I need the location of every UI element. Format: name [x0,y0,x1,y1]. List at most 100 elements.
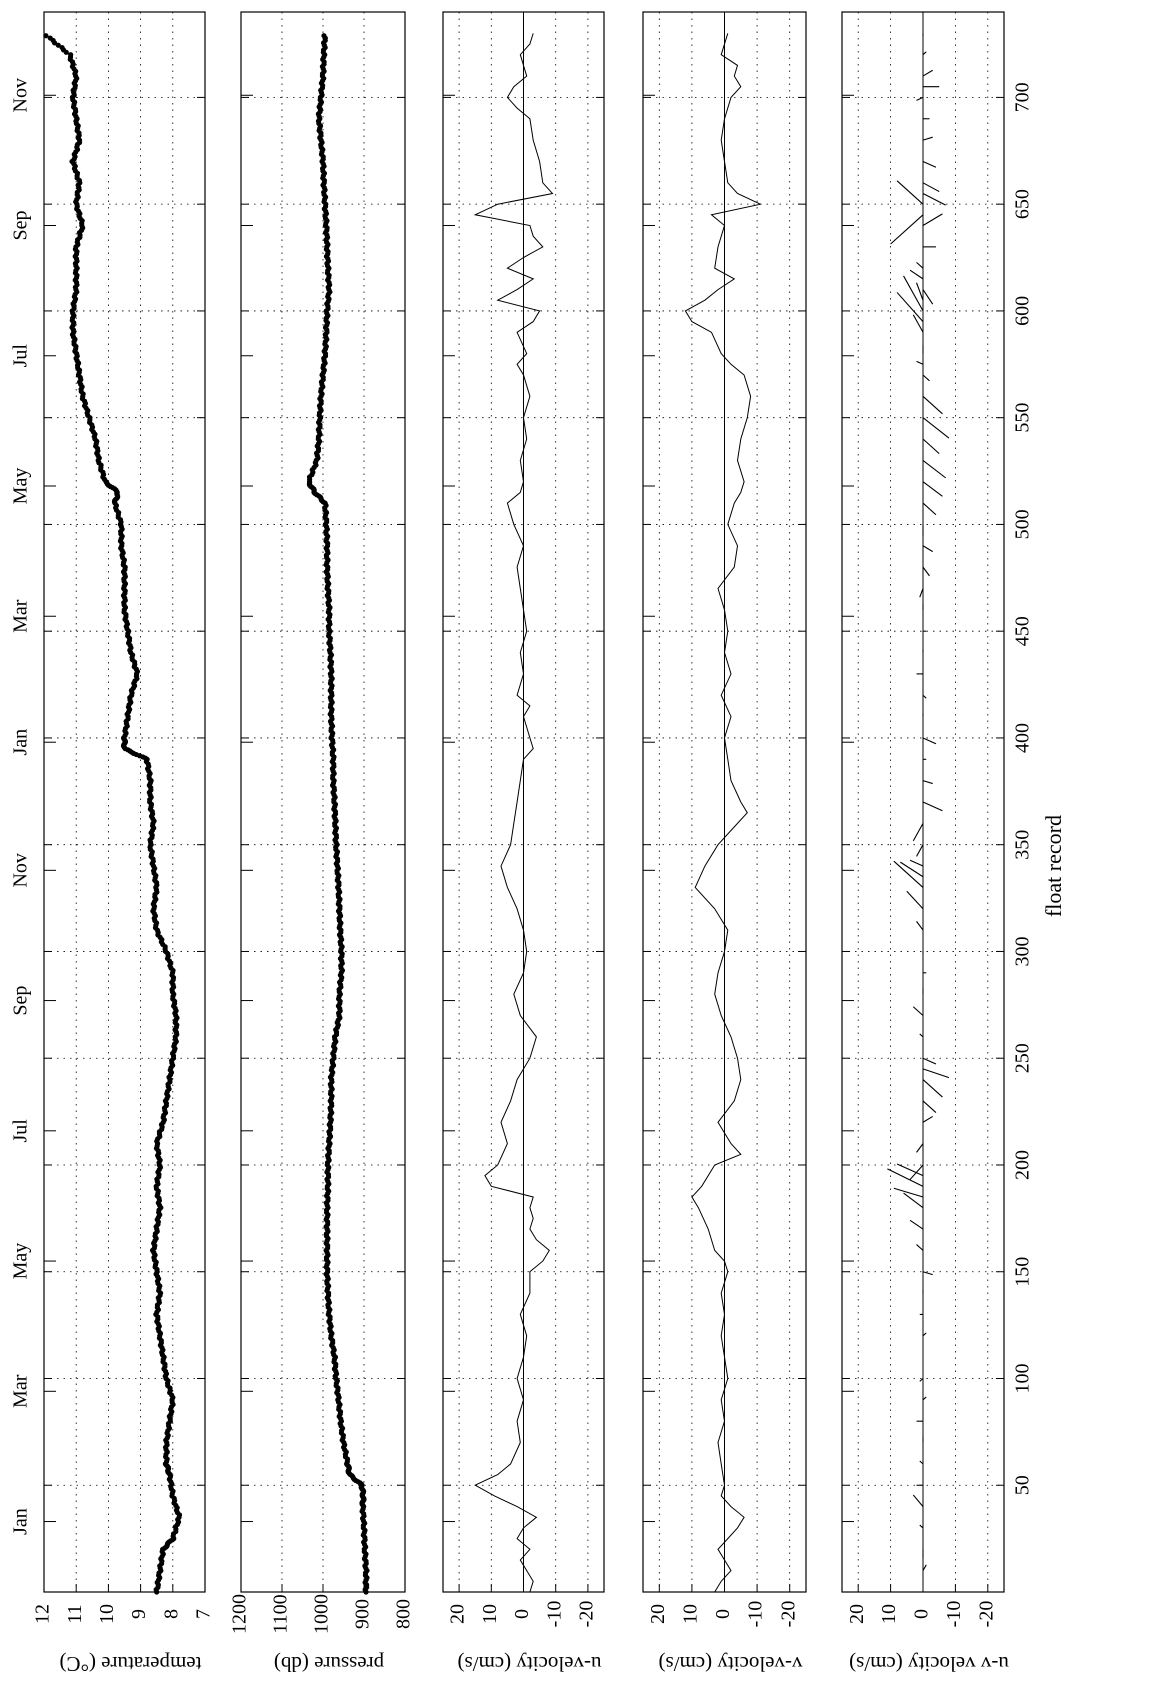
stick-vector [922,566,930,577]
stick-vector [922,1115,934,1123]
value-tick-label: 11 [64,1604,86,1623]
series-line [684,33,762,1593]
stick-vector [893,860,924,888]
stick-vector [922,545,934,553]
value-tick-label: 1100 [270,1594,292,1633]
stick-vector [922,1564,927,1571]
month-label: Jan [10,729,32,756]
stick-vector [922,213,943,226]
stick-vector [922,737,937,745]
stick-vector [922,481,943,497]
panel-1: 7 89 10 11 12 temperature (°C) [32,11,215,1676]
value-tick-label: 1200 [229,1594,251,1634]
axis-label: v-velocity (cm/s) [658,1652,802,1676]
record-tick-label: 50 [1012,1475,1034,1495]
stick-vector [922,51,927,56]
axis-label: u-v velocity (cm/s) [849,1652,1009,1676]
record-tick-label: 250 [1012,1043,1034,1073]
stick-vector [922,1079,943,1098]
data-point [68,52,74,58]
stick-vector [922,780,933,785]
record-tick-label: 600 [1012,296,1034,326]
month-label: Nov [10,78,32,112]
stick-vector [922,417,950,439]
month-label: May [10,1243,32,1280]
axis-label: temperature (°C) [60,1652,202,1676]
stick-vector [896,292,924,322]
stick-vector [916,844,924,857]
value-tick-label: 7 [193,1609,215,1619]
stick-vector [922,395,943,415]
stick-vector [909,1164,924,1180]
value-tick-label: 800 [393,1599,415,1629]
record-tick-label: 450 [1012,616,1034,646]
stick-vector [919,1460,924,1465]
stick-vector [916,96,924,101]
stick-vector [916,261,924,269]
panel-4: -20 -10 0 10 20 v-velocity (cm/s) [642,11,807,1676]
value-tick-label: 10 [96,1604,118,1624]
value-tick-label: -10 [943,1601,965,1628]
data-point [55,42,61,48]
stick-vector [890,214,924,245]
stick-vector [919,1524,924,1529]
axis-label: u-velocity (cm/s) [457,1652,601,1676]
month-label: Jan [10,1508,32,1535]
value-tick-label: 10 [878,1604,900,1624]
month-label: Mar [10,599,32,633]
stick-vector [900,861,924,878]
stick-vector [919,1378,924,1382]
value-tick-label: 9 [128,1609,150,1619]
stick-vector [922,1100,937,1113]
stick-vector [922,438,940,455]
month-label: May [10,468,32,505]
stick-vector [912,823,924,842]
stick-vector [922,1396,927,1401]
stick-vector [922,459,947,479]
stick-vector [916,1244,924,1251]
stick-vector [896,1163,924,1177]
record-tick-label: 650 [1012,189,1034,219]
series-line [473,33,554,1593]
value-tick-label: 0 [712,1609,734,1619]
panel-3: -20 -10 0 10 20 u-velocity (cm/s) [442,11,605,1676]
data-point [47,35,53,41]
record-tick-label: 150 [1012,1257,1034,1287]
stick-vector [916,1143,924,1153]
panel-2: 800 900 1000 1100 1200 pressure (db) [229,11,415,1676]
panel-5: -20 -10 0 10 20 u-v velocity (cm/s) 50 100 150 20… [841,11,1066,1676]
value-tick-label: 0 [511,1609,533,1619]
stick-vector [919,1033,924,1038]
data-point [59,44,65,51]
stick-vector [903,275,924,312]
stick-vector [909,859,924,867]
stick-vector [922,1057,937,1065]
stick-vector [922,694,927,699]
value-tick-label: 20 [447,1604,469,1624]
stick-vector [922,69,934,77]
month-label: Jul [10,1119,32,1143]
value-tick-label: 900 [352,1599,374,1629]
month-label: Sep [10,211,32,241]
stick-vector [916,282,924,301]
value-tick-label: 20 [846,1604,868,1624]
value-tick-label: 10 [679,1604,701,1624]
stick-vector [922,374,930,382]
value-tick-label: 10 [479,1604,501,1624]
stick-vector [922,192,946,206]
value-tick-label: 8 [160,1609,182,1619]
stick-vector [912,1494,924,1507]
month-label: Nov [10,853,32,887]
stick-vector [922,289,934,305]
panel-frame [240,11,406,1593]
data-point [321,33,327,39]
value-tick-label: -20 [777,1601,799,1628]
stick-vector [922,1271,933,1276]
stick-vector [912,314,924,333]
stick-vector [922,160,937,168]
month-label: Jul [10,344,32,368]
panel-frame [43,11,206,1593]
value-tick-label: -10 [745,1601,767,1628]
stick-vector [912,1006,924,1016]
